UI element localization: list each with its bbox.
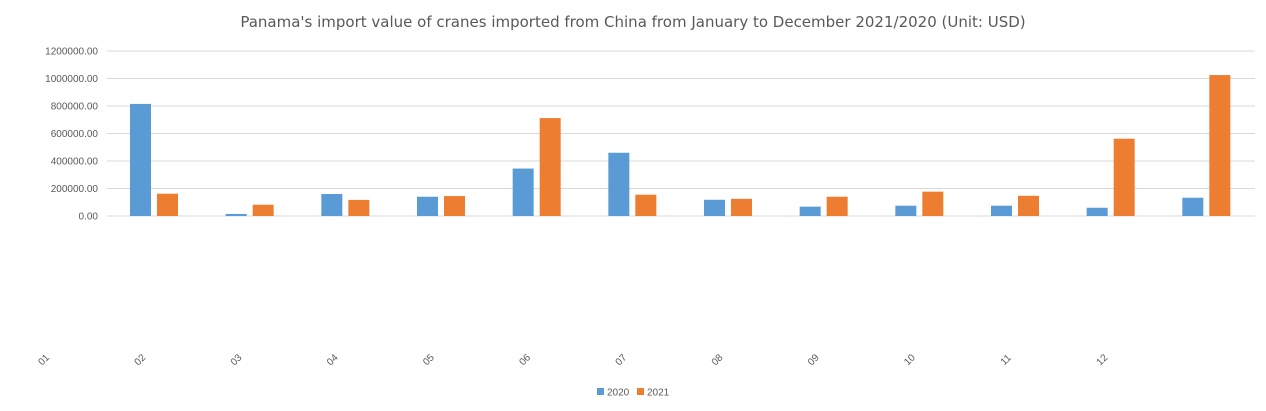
- gridlines: [107, 50, 1255, 217]
- bar-2021-04: [444, 196, 465, 216]
- bar-2020-01: [130, 103, 151, 216]
- bar-2021-06: [635, 194, 657, 216]
- x-axis-ticks: 01 02 03 04 05 06 07 08 09 10 11 12: [36, 352, 1110, 368]
- legend-label-2020: 2020: [607, 388, 630, 399]
- x-tick-label: 11: [999, 352, 1014, 367]
- y-axis-ticks: 0.00 200000.00 400000.00 600000.00 800000.00…: [45, 47, 98, 223]
- x-tick-label: 07: [614, 352, 630, 368]
- y-tick-label: 200000.00: [51, 184, 99, 195]
- y-tick-label: 800000.00: [51, 102, 99, 113]
- bar-2020-10: [991, 205, 1012, 216]
- x-tick-label: 03: [229, 352, 245, 368]
- bar-2021-01: [157, 193, 178, 216]
- bar-2020-04: [417, 196, 438, 216]
- bar-2021-10: [1018, 195, 1039, 216]
- x-tick-label: 06: [517, 352, 533, 368]
- y-tick-label: 0.00: [79, 212, 99, 223]
- bar-2020-12: [1182, 197, 1204, 216]
- bar-2021-02: [252, 204, 274, 216]
- x-tick-label: 04: [325, 352, 341, 368]
- x-tick-label: 05: [421, 352, 437, 368]
- x-tick-label: 08: [710, 352, 726, 368]
- legend-label-2021: 2021: [647, 388, 670, 399]
- bar-2021-07: [731, 198, 752, 216]
- legend-swatch-2021: [637, 388, 644, 395]
- bar-2021-08: [826, 196, 848, 216]
- bar-2021-09: [922, 191, 944, 216]
- bar-2021-03: [348, 199, 370, 216]
- bar-2020-03: [321, 194, 343, 216]
- y-tick-label: 400000.00: [51, 157, 99, 168]
- chart-title: Panama's import value of cranes imported…: [240, 13, 1025, 31]
- bar-2021-05: [539, 118, 561, 216]
- x-tick-label: 01: [36, 352, 52, 368]
- bar-2020-08: [799, 206, 821, 216]
- legend-swatch-2020: [597, 388, 604, 395]
- bar-2020-06: [608, 152, 630, 216]
- bar-2021-11: [1113, 138, 1135, 216]
- bar-2020-05: [512, 168, 534, 216]
- y-tick-label: 1000000.00: [45, 74, 98, 85]
- x-tick-label: 12: [1095, 352, 1111, 368]
- bar-2020-07: [704, 199, 725, 216]
- x-tick-label: 02: [133, 352, 149, 368]
- bar-2020-02: [225, 213, 247, 216]
- x-tick-label: 09: [806, 352, 822, 368]
- y-tick-label: 600000.00: [51, 129, 99, 140]
- legend: 2020 2021: [597, 388, 670, 399]
- bar-2020-11: [1086, 207, 1108, 216]
- y-tick-label: 1200000.00: [45, 47, 98, 58]
- bar-2021-12: [1209, 75, 1231, 216]
- x-tick-label: 10: [902, 352, 918, 368]
- bar-2020-09: [895, 205, 917, 216]
- bars: [130, 75, 1231, 216]
